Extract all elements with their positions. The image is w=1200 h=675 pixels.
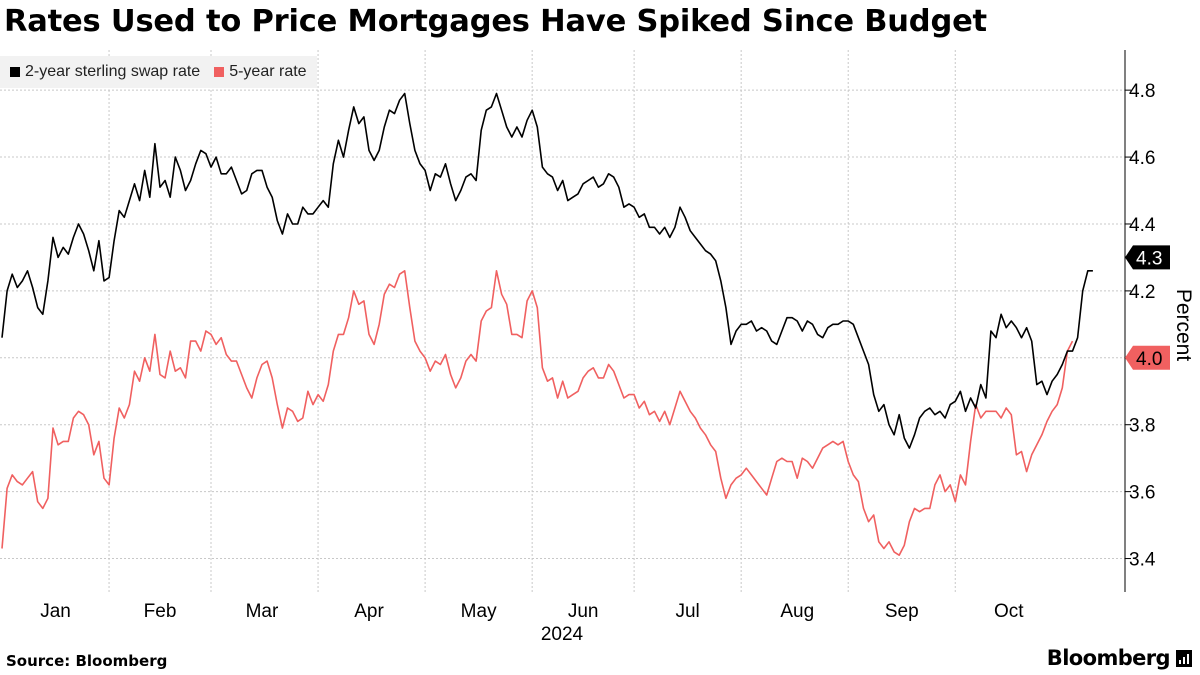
x-tick-label: Jan [40,601,71,622]
end-label-5y-tag [1125,345,1170,370]
x-tick-label: Sep [885,601,919,622]
y-tick-label: 3.4 [1129,550,1156,571]
legend-label-2y: 2-year sterling swap rate [25,63,201,80]
x-year-label: 2024 [541,624,584,645]
x-tick-label: Mar [246,601,279,622]
series-line-2y [1,92,1093,449]
legend-swatch-2y [10,67,20,77]
x-tick-label: Jul [675,601,699,622]
end-label-2y-tag [1125,245,1170,270]
y-tick-label: 4.6 [1129,148,1155,169]
legend-item-5y: 5-year rate [214,63,307,81]
y-tick-label: 4.8 [1129,81,1155,102]
y-tick-label: 4.4 [1129,215,1156,236]
grid-lines [0,50,1125,592]
legend-swatch-5y [214,67,225,77]
terminal-icon [1176,649,1192,667]
legend: 2-year sterling swap rate 5-year rate [0,56,317,88]
end-label-2y: 4.3 [1136,248,1162,269]
legend-label-5y: 5-year rate [229,63,307,80]
x-tick-label: May [461,601,497,622]
y-axis: 3.4 3.6 3.8 4.0 4.2 4.4 4.6 4.8 Percent [1124,50,1195,592]
x-axis: Jan Feb Mar Apr May Jun Jul Aug Sep Oct 2024 [40,601,1024,645]
bloomberg-logo: Bloomberg [1047,646,1192,670]
y-tick-label: 4.2 [1129,282,1155,303]
source-note: Source: Bloomberg [6,652,168,670]
y-tick-label: 3.6 [1129,483,1155,504]
brand-name: Bloomberg [1046,646,1171,670]
end-labels: 4.3 4.0 [1125,245,1170,370]
end-label-5y: 4.0 [1136,349,1162,370]
series-lines [1,92,1093,557]
x-tick-label: Apr [354,601,384,622]
chart-title: Rates Used to Price Mortgages Have Spike… [4,4,987,39]
x-tick-label: Aug [780,601,814,622]
x-tick-label: Oct [994,601,1024,622]
y-tick-label: 3.8 [1129,416,1155,437]
x-tick-label: Jun [568,601,599,622]
y-axis-title: Percent [1172,289,1195,362]
legend-item-2y: 2-year sterling swap rate [10,63,200,81]
series-line-5y [1,269,1074,557]
x-tick-label: Feb [144,601,177,622]
